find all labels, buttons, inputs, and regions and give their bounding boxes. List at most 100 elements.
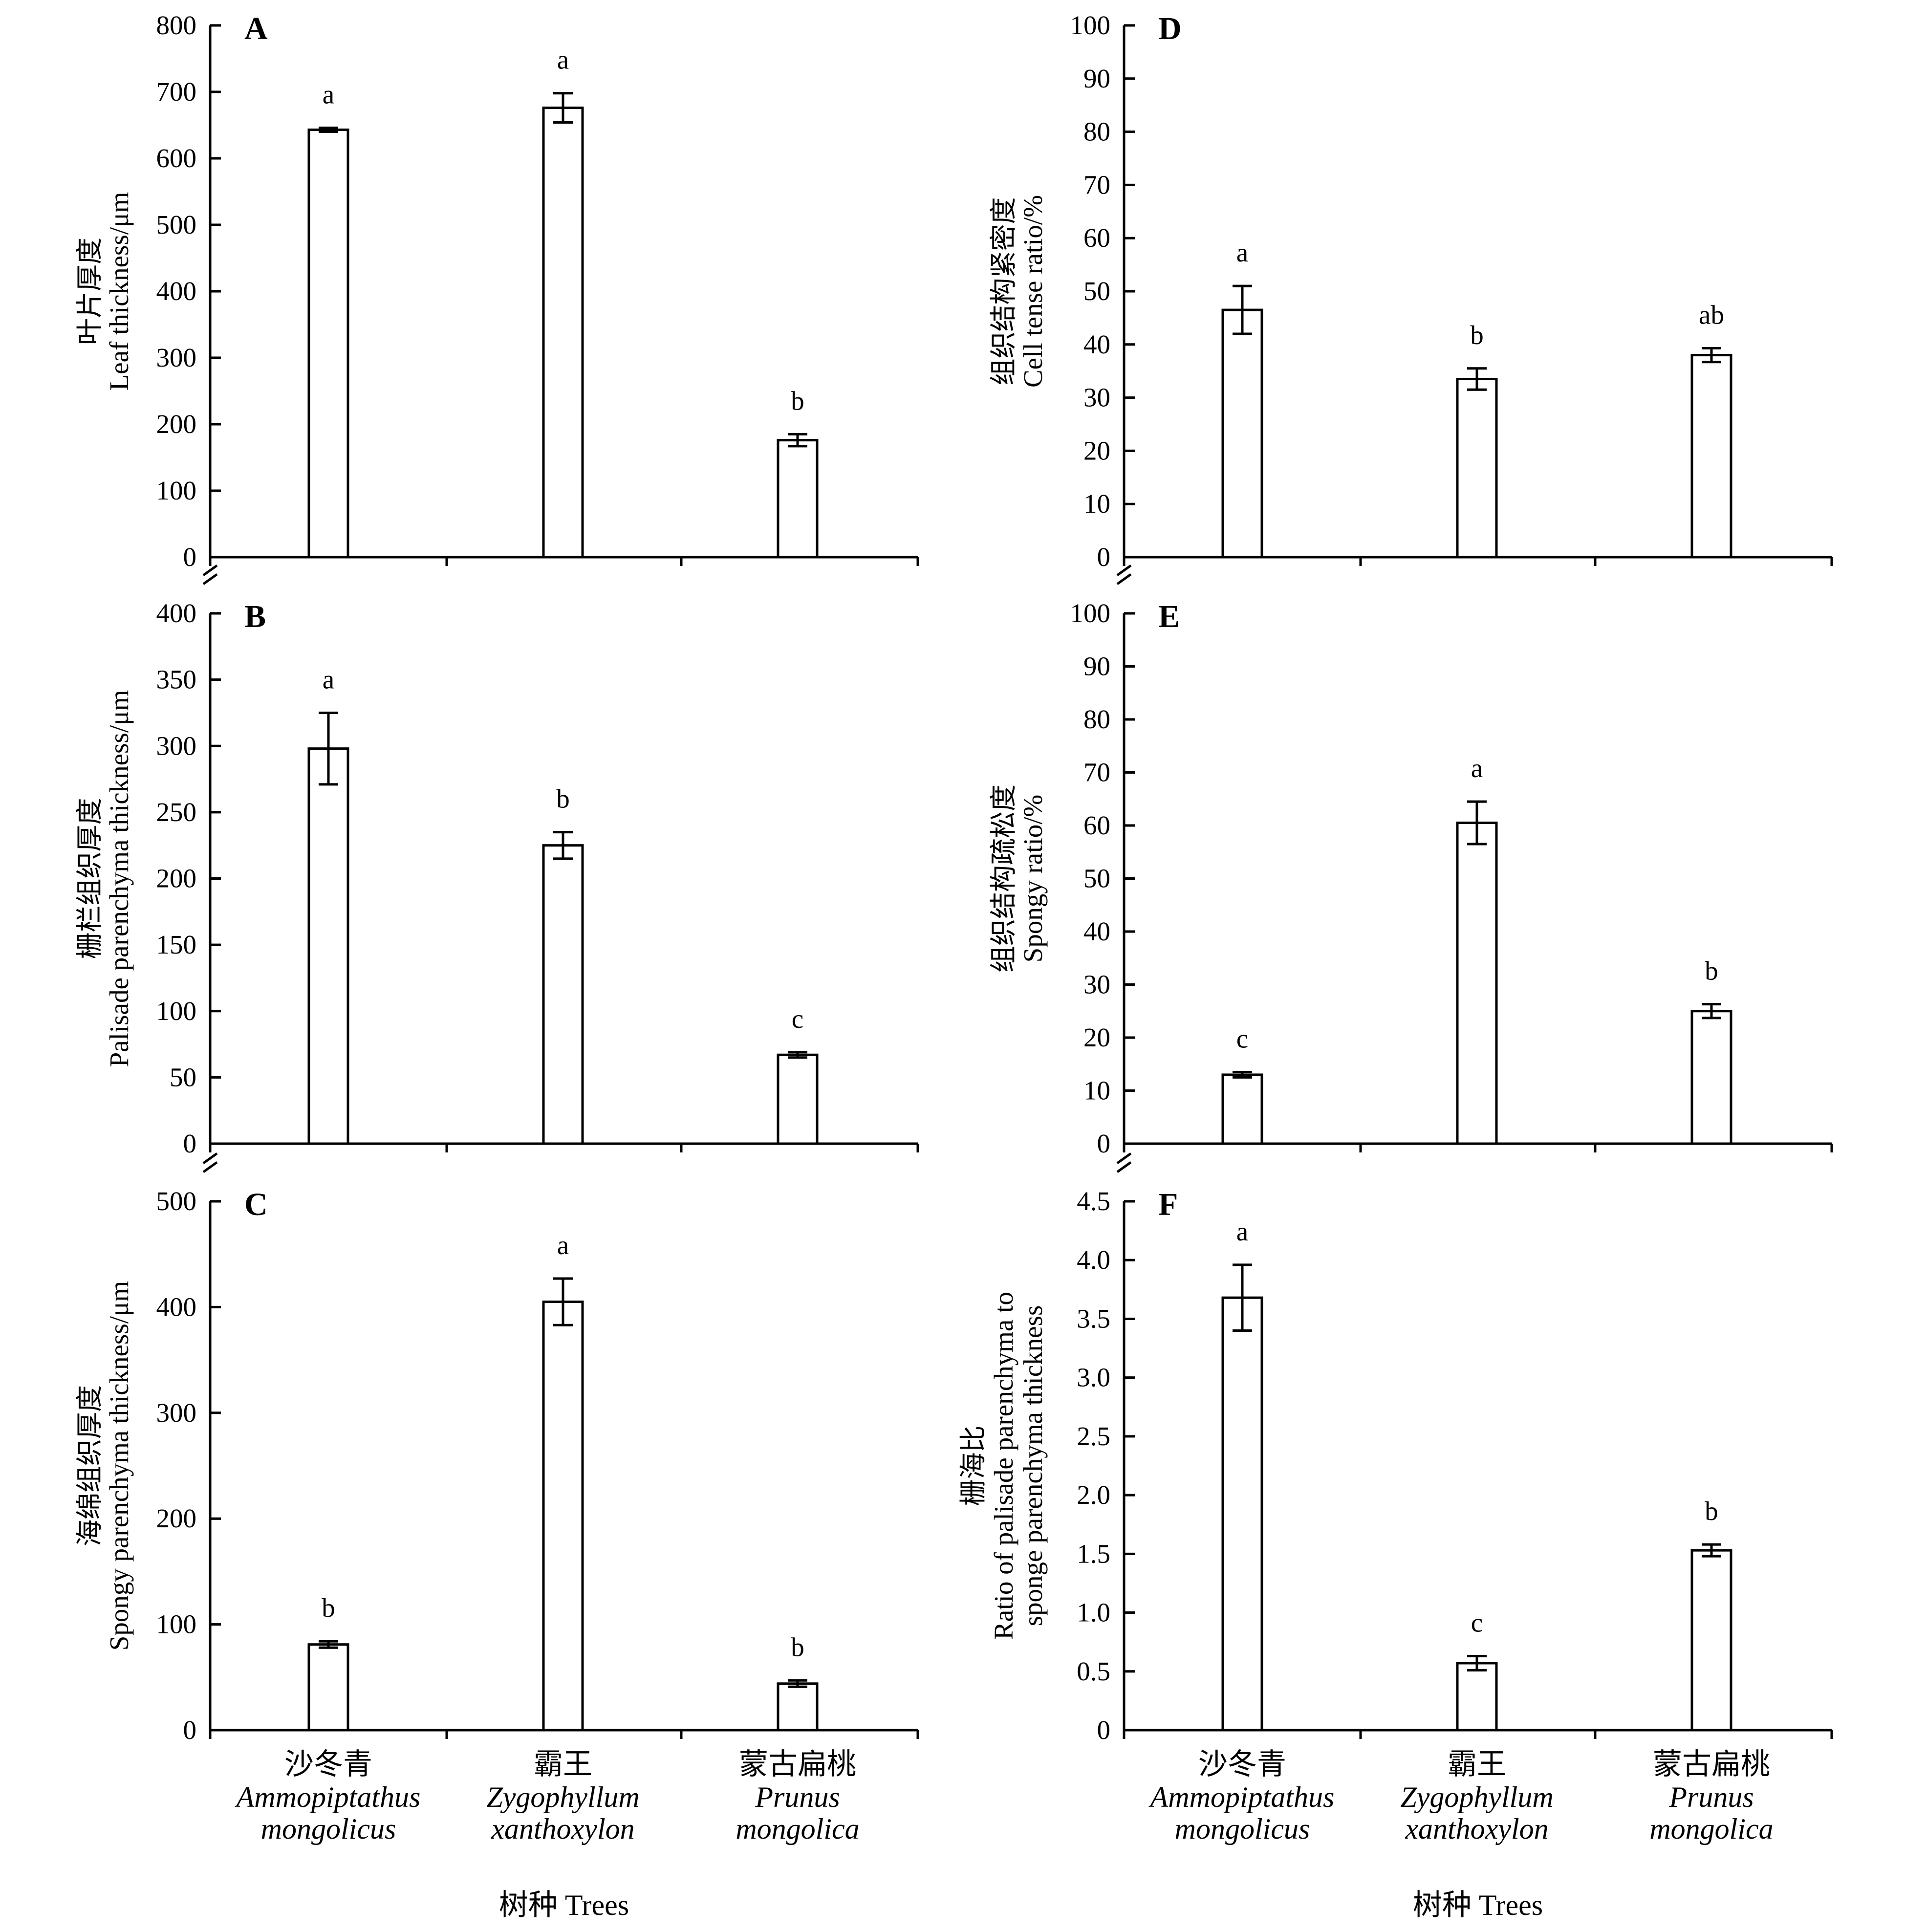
panel-label: D (1158, 11, 1182, 46)
y-tick-label: 70 (1083, 170, 1110, 199)
significance-letter: a (557, 1230, 569, 1260)
y-tick-label: 80 (1083, 704, 1110, 734)
y-axis-label-en: Palisade parenchyma thickness/μm (104, 690, 134, 1067)
x-category-latin-2: xanthoxylon (491, 1813, 634, 1845)
y-tick-label: 3.0 (1077, 1363, 1110, 1392)
y-tick-label: 3.5 (1077, 1303, 1110, 1333)
y-axis-label-cn: 组织结构紧密度 (989, 197, 1018, 385)
y-tick-label: 300 (156, 1398, 197, 1428)
bar (1456, 378, 1498, 559)
significance-letter: a (323, 664, 334, 694)
significance-letter: a (1236, 1216, 1248, 1246)
y-tick-label: 2.0 (1077, 1480, 1110, 1510)
error-bar (788, 433, 807, 448)
y-tick-label: 100 (1070, 598, 1111, 628)
y-tick-label: 600 (156, 143, 197, 173)
y-tick-label: 80 (1083, 117, 1110, 147)
y-tick-label: 500 (156, 1186, 197, 1216)
x-category-latin-2: mongolica (1649, 1813, 1773, 1845)
panel-label: B (244, 599, 266, 634)
bar (1690, 1549, 1732, 1732)
panel-e: 0 10 20 30 40 50 60 70 80 90 100 Ec a b 组织结构疏松度 Spongy … (989, 564, 1833, 1158)
bar (1221, 1073, 1263, 1145)
y-tick-label: 0 (183, 1129, 197, 1158)
y-tick-label: 70 (1083, 758, 1110, 787)
significance-letter: b (791, 1632, 804, 1662)
y-axis-label-en: Cell tense ratio/% (1018, 195, 1048, 388)
bar (542, 1301, 584, 1732)
y-tick-label: 100 (156, 1609, 197, 1639)
significance-letter: b (322, 1593, 335, 1623)
significance-letter: a (1471, 753, 1483, 783)
y-axis-label: 组织结构疏松度 Spongy ratio/% (989, 784, 1048, 973)
error-bar (553, 831, 573, 860)
y-axis-label-cn: 组织结构疏松度 (989, 784, 1018, 973)
panel-label: A (244, 11, 268, 46)
significance-letter: b (791, 386, 804, 415)
significance-letter: b (1705, 956, 1718, 986)
panel-label: C (244, 1187, 268, 1222)
y-tick-label: 500 (156, 210, 197, 239)
y-tick-label: 60 (1083, 810, 1110, 840)
panel-c: 0 100 200 300 400 500 Cb a b 海绵组织厚度 Spongy parench… (75, 1152, 919, 1745)
y-tick-label: 200 (156, 409, 197, 439)
y-tick-label: 400 (156, 276, 197, 306)
bar (1690, 354, 1732, 559)
bar (307, 129, 349, 559)
y-tick-label: 1.5 (1077, 1539, 1110, 1568)
y-tick-label: 0 (1097, 1715, 1111, 1745)
significance-letter: a (557, 45, 569, 75)
error-bar (553, 92, 573, 124)
bar (777, 1682, 819, 1732)
y-tick-label: 0 (183, 542, 197, 572)
significance-letter: c (1471, 1608, 1483, 1638)
y-tick-label: 400 (156, 1292, 197, 1322)
y-tick-label: 1.0 (1077, 1598, 1110, 1628)
x-category-cn: 蒙古扁桃 (1653, 1748, 1770, 1780)
y-tick-label: 0 (1097, 542, 1111, 572)
bar (777, 1053, 819, 1145)
y-tick-label: 0 (183, 1715, 197, 1745)
y-tick-label: 4.0 (1077, 1245, 1110, 1275)
y-tick-label: 300 (156, 343, 197, 372)
bar (307, 747, 349, 1145)
y-axis-label-en: Spongy parenchyma thickness/μm (104, 1281, 134, 1651)
x-category-cn: 沙冬青 (1198, 1748, 1286, 1780)
y-tick-label: 0 (1097, 1129, 1111, 1158)
bar (1221, 308, 1263, 559)
y-tick-label: 200 (156, 1503, 197, 1533)
significance-letter: c (792, 1004, 803, 1034)
y-axis-label-en-2: sponge parenchyma thickness (1018, 1305, 1048, 1627)
x-category-latin-1: Zygophyllum (1400, 1781, 1553, 1813)
x-category-latin-2: xanthoxylon (1405, 1813, 1548, 1845)
y-tick-label: 90 (1083, 64, 1110, 93)
y-axis-label-cn: 栅栏组织厚度 (75, 798, 105, 959)
y-tick-label: 10 (1083, 1076, 1110, 1106)
y-tick-label: 90 (1083, 651, 1110, 681)
error-bar (1467, 1655, 1487, 1672)
error-bar (1233, 1263, 1252, 1332)
significance-letter: a (1236, 238, 1248, 267)
x-category-cn: 霸王 (534, 1748, 592, 1780)
y-tick-label: 50 (170, 1062, 196, 1092)
error-bar (319, 1640, 338, 1649)
significance-letter: a (323, 79, 334, 109)
y-tick-label: 50 (1083, 864, 1110, 893)
y-axis-label-cn: 叶片厚度 (75, 238, 105, 345)
error-bar (1233, 1071, 1252, 1079)
y-axis-label: 栅栏组织厚度 Palisade parenchyma thickness/μm (75, 690, 134, 1067)
y-axis-label-en: Ratio of palisade parenchyma to (989, 1292, 1018, 1640)
axis-break-mark (202, 564, 218, 586)
y-tick-label: 100 (156, 996, 197, 1026)
bar (1456, 822, 1498, 1145)
y-tick-label: 100 (1070, 10, 1111, 40)
y-axis-label: 叶片厚度 Leaf thickness/μm (75, 192, 134, 391)
panel-b: 0 50 100 150 200 250 300 350 400 Ba b c 栅栏组织厚度 Palisa… (75, 564, 919, 1158)
x-category-latin-1: Zygophyllum (486, 1781, 639, 1813)
y-axis-label-en: Leaf thickness/μm (104, 192, 134, 391)
error-bar (553, 1277, 573, 1326)
y-axis-label: 海绵组织厚度 Spongy parenchyma thickness/μm (75, 1281, 134, 1651)
error-bar (1467, 367, 1487, 391)
